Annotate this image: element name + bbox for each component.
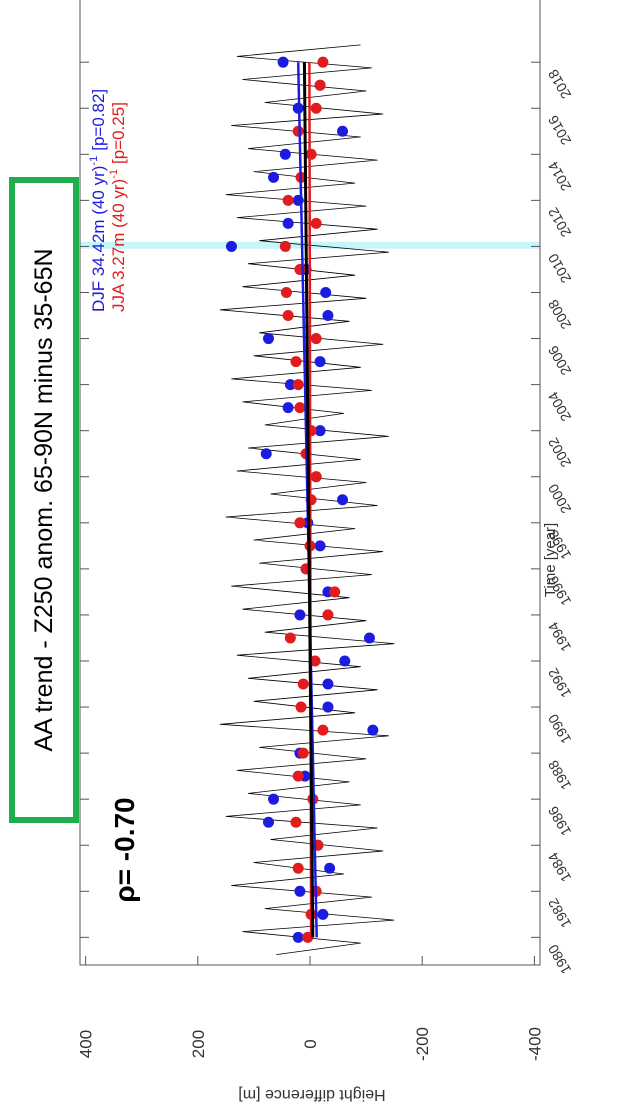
data-point: [305, 148, 317, 160]
data-point: [324, 862, 336, 874]
x-tick-label: 2006: [545, 343, 575, 378]
data-point: [294, 402, 306, 414]
data-point: [282, 217, 294, 229]
x-tick-label: 2008: [545, 297, 575, 332]
trend-line: [302, 62, 315, 938]
data-point: [314, 79, 326, 91]
data-point: [292, 379, 304, 391]
data-point: [282, 402, 294, 414]
data-point: [279, 240, 291, 252]
data-point: [317, 56, 329, 68]
data-point: [292, 931, 304, 943]
data-point: [280, 286, 292, 298]
data-point: [309, 655, 321, 667]
data-point: [225, 240, 237, 252]
data-point: [284, 632, 296, 644]
data-point: [322, 678, 334, 690]
annotation-box: [9, 177, 79, 823]
data-point: [310, 333, 322, 345]
x-tick-label: 1980: [545, 942, 575, 977]
x-tick-label: 2012: [545, 205, 575, 240]
y-tick-label: 400: [77, 1030, 96, 1058]
legend-note: [p=0.25]: [109, 102, 128, 164]
data-point: [294, 885, 306, 897]
data-point: [282, 194, 294, 206]
x-tick-label: 2014: [545, 159, 575, 194]
data-point: [284, 379, 296, 391]
y-tick-label: -400: [525, 1027, 544, 1061]
series-line: [219, 44, 395, 955]
data-point: [314, 425, 326, 437]
legend-entry: JJA 3.27m (40 yr)-1 [p=0.25]: [108, 102, 128, 312]
data-point: [322, 609, 334, 621]
legend-label: DJF 34.42m (40 yr): [89, 166, 108, 312]
x-tick-label: 2018: [545, 67, 575, 102]
legend-entry: DJF 34.42m (40 yr)-1 [p=0.82]: [88, 89, 108, 312]
data-point: [310, 102, 322, 114]
data-point: [290, 816, 302, 828]
y-tick-label: 200: [189, 1030, 208, 1058]
data-point: [339, 655, 351, 667]
x-tick-label: 2016: [545, 113, 575, 148]
data-point: [310, 217, 322, 229]
data-point: [268, 793, 280, 805]
data-point: [294, 517, 306, 529]
x-tick-label: 1988: [545, 757, 575, 792]
legend-superscript: -1: [88, 156, 100, 166]
x-axis-title: Time [year]: [542, 523, 559, 597]
data-point: [322, 310, 334, 322]
x-tick-label: 1986: [545, 804, 575, 839]
data-point: [268, 171, 280, 183]
data-point: [363, 632, 375, 644]
data-point: [290, 356, 302, 368]
data-point: [279, 148, 291, 160]
data-point: [314, 540, 326, 552]
data-point: [260, 448, 272, 460]
x-tick-label: 1982: [545, 896, 575, 931]
legend-superscript: -1: [108, 169, 120, 179]
x-tick-label: 2002: [545, 435, 575, 470]
data-point: [310, 471, 322, 483]
data-point: [294, 609, 306, 621]
data-point: [320, 286, 332, 298]
x-tick-label: 1992: [545, 665, 575, 700]
data-point: [262, 333, 274, 345]
y-axis-title: Height difference [m]: [238, 1086, 385, 1103]
data-point: [292, 770, 304, 782]
data-point: [295, 701, 307, 713]
data-point: [317, 724, 329, 736]
rho-label: ρ= -0.70: [109, 797, 140, 902]
x-tick-label: 1984: [545, 850, 575, 885]
data-point: [337, 494, 349, 506]
data-point: [329, 586, 341, 598]
x-tick-label: 2010: [545, 251, 575, 286]
data-point: [314, 356, 326, 368]
data-point: [367, 724, 379, 736]
annotation-text: AA trend - Z250 anom. 65-90N minus 35-65…: [30, 248, 58, 751]
data-point: [317, 908, 329, 920]
data-point: [292, 862, 304, 874]
y-tick-label: -200: [413, 1027, 432, 1061]
legend-note: [p=0.82]: [89, 89, 108, 151]
x-tick-label: 1994: [545, 619, 575, 654]
data-point: [282, 310, 294, 322]
x-tick-label: 2004: [545, 389, 575, 424]
data-point: [292, 125, 304, 137]
data-point: [297, 678, 309, 690]
data-point: [297, 747, 309, 759]
data-point: [277, 56, 289, 68]
data-point: [262, 816, 274, 828]
y-tick-label: 0: [301, 1039, 320, 1048]
data-point: [322, 701, 334, 713]
x-tick-label: 2000: [545, 481, 575, 516]
legend-label: JJA 3.27m (40 yr): [109, 179, 128, 312]
x-tick-label: 1990: [545, 711, 575, 746]
data-point: [337, 125, 349, 137]
